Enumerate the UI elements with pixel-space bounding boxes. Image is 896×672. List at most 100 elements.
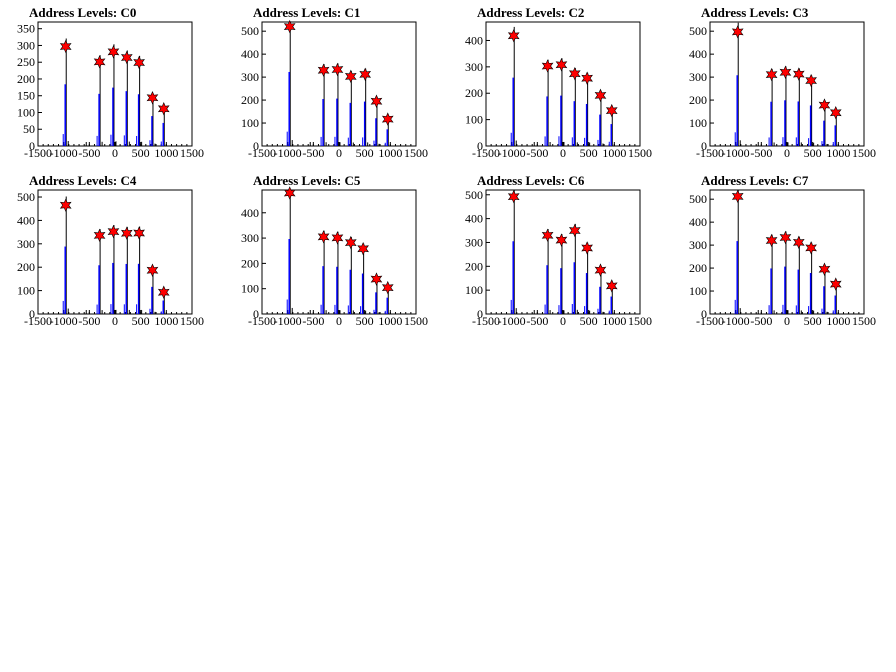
y-tick-label: 100 bbox=[241, 282, 259, 296]
peak-marker bbox=[359, 67, 372, 82]
peak-marker bbox=[93, 228, 106, 243]
chart-panel: Address Levels: C0-1500-1000 -500 0 500 1000… bbox=[17, 5, 204, 160]
chart-panel: Address Levels: C1-1500-1000 -500 0 500 1000… bbox=[241, 5, 428, 160]
y-tick-label: 100 bbox=[689, 116, 707, 130]
peak-marker bbox=[818, 98, 831, 112]
peak-marker bbox=[344, 69, 357, 84]
peak-marker bbox=[370, 272, 383, 286]
x-tick-label: -1000 bbox=[498, 314, 526, 328]
peak-marker bbox=[370, 94, 383, 108]
x-tick-label: -1500 bbox=[248, 146, 276, 160]
x-tick-label: 1500 bbox=[852, 314, 876, 328]
y-tick-label: 100 bbox=[689, 284, 707, 298]
chart-panel: Address Levels: C7-1500-1000 -500 0 500 1000… bbox=[689, 173, 876, 328]
peak-marker bbox=[381, 280, 394, 295]
y-tick-label: 0 bbox=[253, 139, 259, 153]
y-tick-label: 300 bbox=[465, 60, 483, 74]
x-tick-label: -500 bbox=[526, 314, 548, 328]
x-tick-label: 0 bbox=[784, 314, 790, 328]
peak-marker bbox=[792, 67, 805, 81]
peak-marker bbox=[805, 241, 817, 255]
x-tick-label: -1000 bbox=[498, 146, 526, 160]
x-tick-label: 500 bbox=[580, 314, 598, 328]
y-tick-label: 100 bbox=[17, 105, 35, 119]
x-tick-label: 1500 bbox=[628, 146, 652, 160]
x-tick-label: 500 bbox=[804, 314, 822, 328]
peak-marker bbox=[829, 277, 842, 291]
peak-marker bbox=[765, 67, 778, 82]
peak-marker bbox=[133, 226, 145, 240]
x-tick-label: 1500 bbox=[404, 146, 428, 160]
y-tick-label: 400 bbox=[465, 33, 483, 47]
x-tick-label: -500 bbox=[78, 146, 100, 160]
x-tick-label: 1000 bbox=[602, 314, 626, 328]
y-tick-label: 100 bbox=[465, 283, 483, 297]
y-tick-label: 200 bbox=[17, 260, 35, 274]
peak-marker bbox=[107, 224, 120, 239]
y-tick-label: 300 bbox=[689, 70, 707, 84]
x-tick-label: 0 bbox=[112, 314, 118, 328]
x-tick-label: 1500 bbox=[180, 314, 204, 328]
y-tick-label: 500 bbox=[465, 188, 483, 202]
y-tick-label: 300 bbox=[689, 238, 707, 252]
chart-title: Address Levels: C3 bbox=[701, 5, 809, 20]
chart-title: Address Levels: C6 bbox=[477, 173, 585, 188]
chart-panel: Address Levels: C4-1500-1000 -500 0 500 1000… bbox=[17, 173, 204, 328]
x-tick-label: 1000 bbox=[826, 146, 850, 160]
peak-marker bbox=[581, 241, 593, 255]
x-tick-label: -1000 bbox=[50, 314, 78, 328]
chart-title: Address Levels: C2 bbox=[477, 5, 584, 20]
x-tick-label: -500 bbox=[78, 314, 100, 328]
y-tick-label: 100 bbox=[241, 116, 259, 130]
x-tick-label: 500 bbox=[356, 314, 374, 328]
plot-frame bbox=[485, 21, 641, 147]
y-tick-label: 500 bbox=[17, 190, 35, 204]
x-tick-label: 500 bbox=[804, 146, 822, 160]
y-tick-label: 0 bbox=[477, 307, 483, 321]
peak-marker bbox=[107, 45, 120, 59]
peak-marker bbox=[317, 230, 330, 244]
x-tick-label: 1500 bbox=[628, 314, 652, 328]
peak-marker bbox=[555, 57, 568, 72]
peak-marker bbox=[594, 88, 607, 103]
x-tick-label: 1500 bbox=[180, 146, 204, 160]
peak-marker bbox=[59, 39, 72, 54]
x-tick-label: -500 bbox=[750, 314, 772, 328]
peak-marker bbox=[541, 228, 554, 243]
y-tick-label: 250 bbox=[17, 55, 35, 69]
x-tick-label: -500 bbox=[750, 146, 772, 160]
peak-marker bbox=[120, 226, 133, 241]
x-tick-label: -1500 bbox=[696, 146, 724, 160]
y-tick-label: 400 bbox=[465, 212, 483, 226]
chart-panel: Address Levels: C5-1500-1000 -500 0 500 1000… bbox=[241, 173, 428, 328]
x-tick-label: 500 bbox=[132, 146, 150, 160]
y-tick-label: 350 bbox=[17, 22, 35, 36]
chart-title: Address Levels: C0 bbox=[29, 5, 136, 20]
x-tick-label: 1000 bbox=[154, 146, 178, 160]
y-tick-label: 0 bbox=[701, 307, 707, 321]
peak-marker bbox=[568, 223, 581, 238]
peak-marker bbox=[555, 233, 568, 247]
x-tick-label: -1500 bbox=[24, 314, 52, 328]
x-tick-label: -500 bbox=[302, 146, 324, 160]
peak-marker bbox=[507, 189, 520, 204]
x-tick-label: 1500 bbox=[852, 146, 876, 160]
y-tick-label: 200 bbox=[17, 72, 35, 86]
peak-marker bbox=[581, 71, 593, 85]
peak-marker bbox=[146, 263, 159, 277]
chart-title: Address Levels: C7 bbox=[701, 173, 809, 188]
x-tick-label: 500 bbox=[132, 314, 150, 328]
y-tick-label: 300 bbox=[465, 235, 483, 249]
x-tick-label: 1000 bbox=[826, 314, 850, 328]
y-tick-label: 300 bbox=[17, 237, 35, 251]
y-tick-label: 500 bbox=[689, 24, 707, 38]
peak-marker bbox=[331, 231, 344, 245]
peak-marker bbox=[829, 105, 842, 120]
x-tick-label: 0 bbox=[336, 314, 342, 328]
x-tick-label: -1000 bbox=[274, 314, 302, 328]
chart-panel: Address Levels: C6-1500-1000 -500 0 500 1000… bbox=[465, 173, 652, 328]
x-tick-label: 1000 bbox=[378, 146, 402, 160]
peak-marker bbox=[344, 235, 357, 250]
x-tick-label: -1500 bbox=[248, 314, 276, 328]
